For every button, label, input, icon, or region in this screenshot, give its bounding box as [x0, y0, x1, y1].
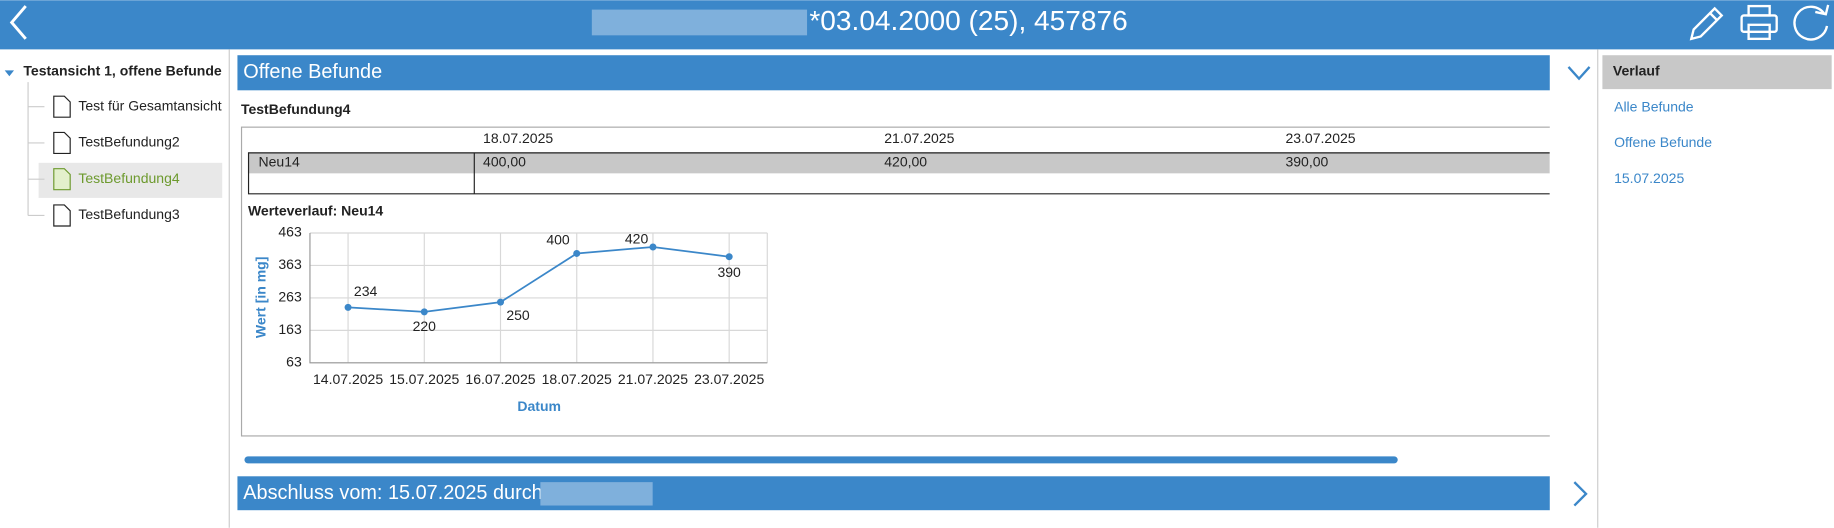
- chart-title: Werteverlauf: Neu14: [248, 203, 383, 219]
- tree-item[interactable]: TestBefundung3: [78, 206, 180, 222]
- section-subtitle: TestBefundung4: [241, 101, 351, 117]
- data-point: [420, 308, 428, 316]
- footer-bar[interactable]: [237, 476, 1550, 511]
- sidebar-title: Verlauf: [1613, 62, 1660, 78]
- edit-button[interactable]: [1689, 6, 1724, 41]
- axis: [309, 233, 768, 364]
- table-cell: 390,00: [1285, 154, 1328, 170]
- table-border: [247, 152, 1550, 195]
- mask: [1549, 117, 1597, 469]
- data-point: [497, 298, 505, 306]
- tree-item[interactable]: TestBefundung2: [78, 134, 180, 150]
- table-row: [247, 152, 1550, 174]
- document-icon: [53, 95, 71, 118]
- tree-toggle[interactable]: [4, 70, 15, 77]
- tree-item[interactable]: TestBefundung4: [78, 170, 180, 186]
- data-label: 234: [354, 283, 378, 299]
- x-tick-label: 16.07.2025: [465, 371, 535, 387]
- x-tick-label: 23.07.2025: [694, 371, 764, 387]
- y-tick-label: 363: [278, 256, 302, 272]
- data-point: [725, 253, 733, 261]
- tree-root[interactable]: Testansicht 1, offene Befunde: [23, 62, 222, 78]
- row-label: Neu14: [258, 154, 300, 170]
- column-header: 23.07.2025: [1285, 130, 1355, 146]
- header-bar: [0, 0, 1834, 50]
- table-cell: 400,00: [483, 154, 526, 170]
- data-point: [573, 249, 581, 257]
- sidebar-link[interactable]: Offene Befunde: [1614, 134, 1712, 150]
- footer-title: Abschluss vom: 15.07.2025 durch: [243, 482, 542, 504]
- data-label: 250: [506, 307, 530, 323]
- data-label: 420: [625, 231, 649, 247]
- y-tick-label: 163: [278, 321, 302, 337]
- column-header: 21.07.2025: [884, 130, 954, 146]
- document-icon: [53, 131, 71, 155]
- y-axis-label: Wert [in mg]: [253, 257, 269, 338]
- section-bar[interactable]: [237, 55, 1550, 91]
- header-title: *03.04.2000 (25), 457876: [809, 5, 1127, 36]
- print-button[interactable]: [1740, 4, 1778, 41]
- document-icon: [53, 168, 71, 191]
- tree-item[interactable]: Test für Gesamtansicht: [78, 97, 221, 113]
- data-point: [344, 303, 352, 311]
- section-title: Offene Befunde: [243, 61, 382, 83]
- y-tick-label: 463: [278, 224, 302, 240]
- redacted-name: [540, 482, 653, 506]
- data-point: [649, 243, 657, 251]
- table-cell: 420,00: [884, 154, 927, 170]
- x-axis-label: Datum: [517, 398, 561, 414]
- result-box: [240, 126, 1564, 437]
- document-icon: [53, 204, 71, 227]
- expand-button[interactable]: [1573, 481, 1588, 507]
- x-tick-label: 14.07.2025: [313, 371, 383, 387]
- data-label: 400: [546, 231, 570, 247]
- collapse-button[interactable]: [1567, 66, 1591, 81]
- back-button[interactable]: [9, 5, 27, 40]
- x-tick-label: 21.07.2025: [618, 371, 688, 387]
- sidebar-header: [1602, 55, 1832, 90]
- line: [348, 246, 730, 313]
- column-header: 18.07.2025: [483, 130, 553, 146]
- x-tick-label: 15.07.2025: [389, 371, 459, 387]
- data-label: 220: [413, 318, 437, 334]
- x-tick-label: 18.07.2025: [542, 371, 612, 387]
- y-tick-label: 263: [278, 289, 302, 305]
- scrollbar[interactable]: [244, 456, 1398, 464]
- data-label: 390: [717, 264, 741, 280]
- sidebar-link[interactable]: 15.07.2025: [1614, 170, 1684, 186]
- sidebar-link[interactable]: Alle Befunde: [1614, 99, 1694, 115]
- refresh-button[interactable]: [1793, 4, 1830, 41]
- redacted-name: [591, 9, 808, 36]
- y-tick-label: 63: [286, 354, 302, 370]
